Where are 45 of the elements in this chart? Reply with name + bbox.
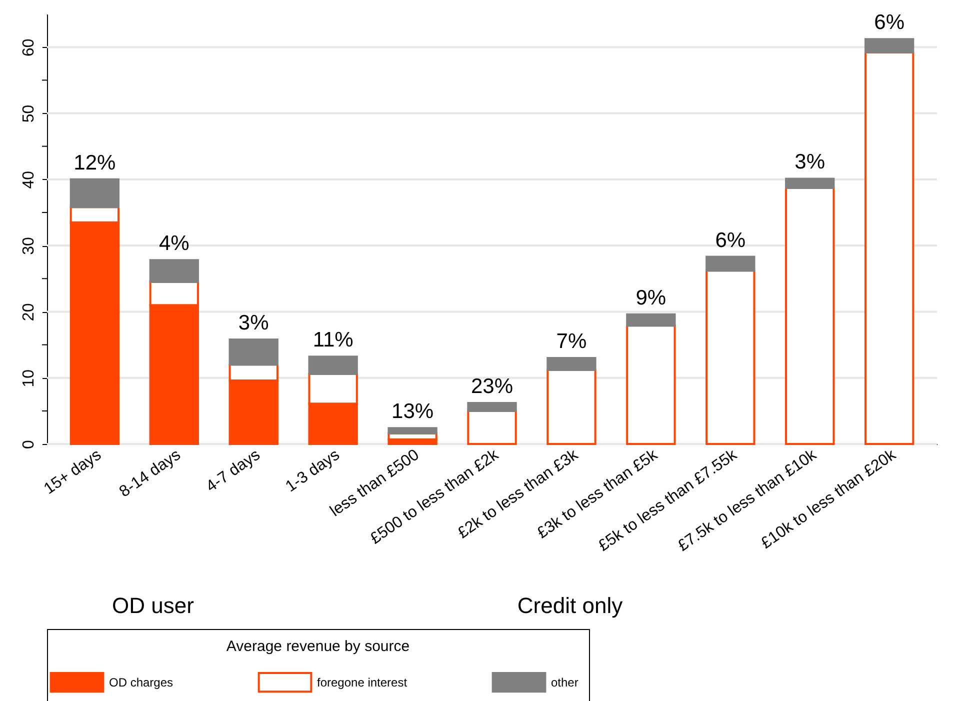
bar [467, 402, 517, 412]
annotation: 6% [874, 11, 904, 34]
annotation: 6% [715, 228, 746, 252]
bar [467, 410, 517, 445]
x-tick-label: 1-3 days [282, 446, 343, 496]
text: OD user [112, 593, 194, 618]
bar [864, 51, 914, 445]
annotation: 9% [636, 286, 666, 310]
y-tick-label: 50 [20, 104, 38, 123]
bar [626, 313, 676, 327]
annotation: 23% [470, 374, 514, 398]
bar [228, 338, 278, 366]
y-tick-label: 40 [20, 170, 38, 189]
bar [149, 259, 199, 283]
y-tick-label: 60 [20, 38, 38, 56]
y-tick-label: 10 [20, 369, 38, 388]
bar [70, 178, 120, 208]
y-tick-label: 0 [20, 440, 38, 449]
legend-title: Average revenue by source [226, 638, 410, 655]
annotation: 4% [158, 232, 190, 256]
x-tick-label: 15+ days [41, 446, 104, 498]
bar [546, 357, 596, 371]
bar [785, 186, 835, 445]
legend-label: other [551, 675, 578, 690]
bar [546, 368, 596, 445]
annotation: 3% [794, 150, 826, 174]
bar [864, 38, 914, 54]
annotation: 12% [74, 151, 116, 174]
annotation: 11% [312, 328, 354, 352]
y-tick-label: 30 [20, 237, 38, 255]
annotation: 3% [238, 311, 269, 334]
bar [785, 178, 835, 189]
annotation: 7% [556, 330, 587, 353]
x-tick-label: 4-7 days [203, 446, 264, 496]
legend-label: OD charges [109, 675, 174, 690]
legend-label: foregone interest [317, 675, 408, 690]
y-tick-label: 20 [20, 303, 38, 322]
bar [308, 356, 358, 375]
x-tick-label: 8-14 days [116, 446, 184, 501]
annotation: 13% [392, 400, 434, 424]
bar [706, 256, 756, 272]
text: Credit only [517, 593, 623, 618]
bar [706, 270, 756, 445]
bar [388, 427, 438, 434]
bar [626, 324, 676, 445]
